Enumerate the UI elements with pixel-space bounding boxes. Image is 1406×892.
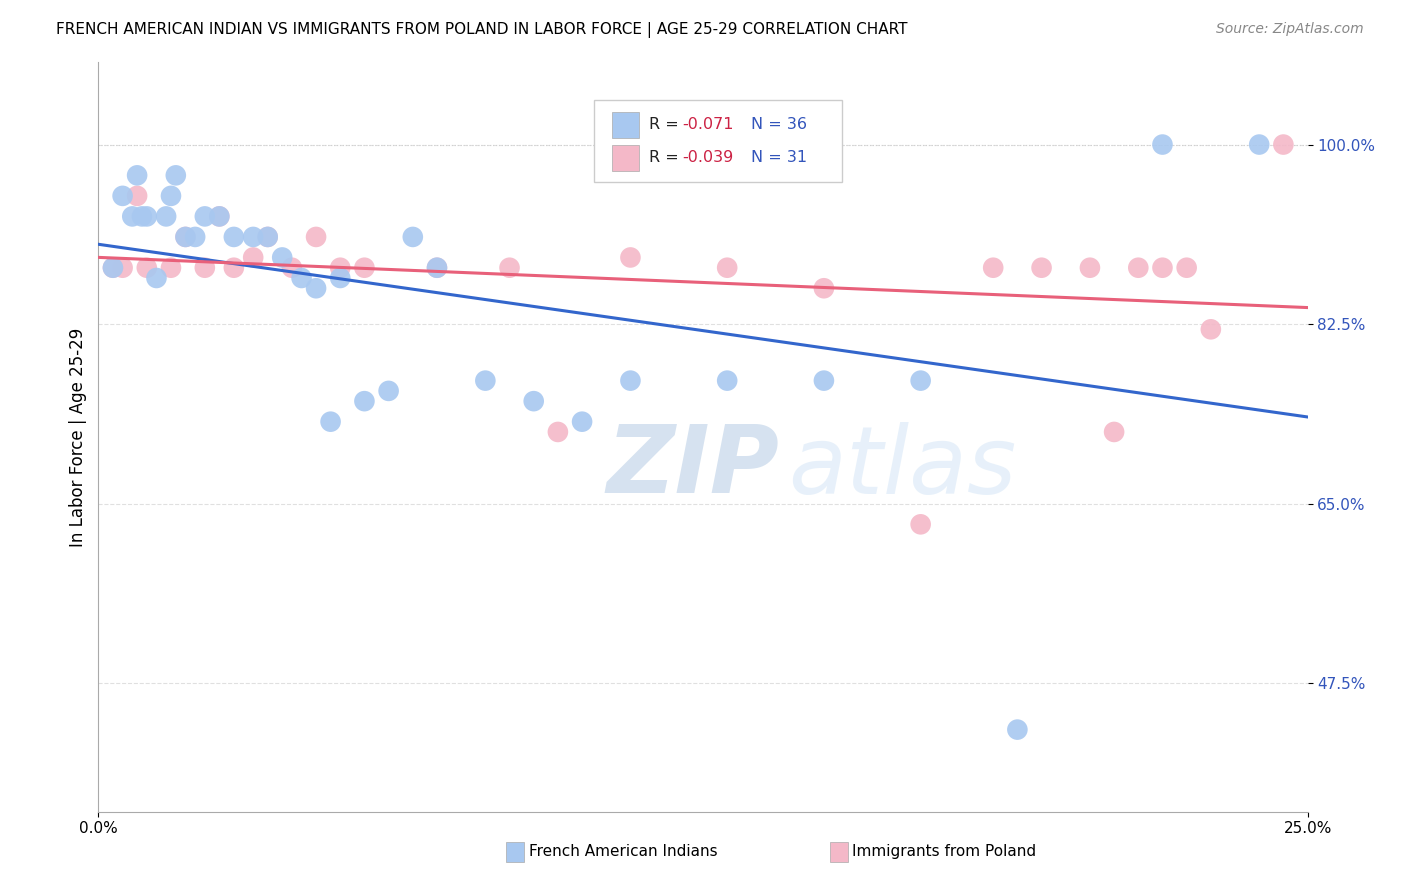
Point: [1199, 322, 1222, 336]
Point: [208, 210, 231, 224]
Point: [1175, 260, 1198, 275]
Point: [101, 260, 124, 275]
Point: [1272, 137, 1295, 152]
Point: [353, 260, 375, 275]
Point: [910, 374, 932, 388]
Text: N = 36: N = 36: [751, 117, 807, 132]
Point: [1128, 260, 1150, 275]
Point: [135, 210, 157, 224]
Point: [523, 394, 546, 409]
Point: [155, 210, 177, 224]
Point: [377, 384, 399, 398]
Point: [1152, 137, 1174, 152]
Point: [242, 251, 264, 265]
Point: [498, 260, 520, 275]
Bar: [613, 145, 638, 171]
Point: [353, 394, 375, 409]
Text: FRENCH AMERICAN INDIAN VS IMMIGRANTS FROM POLAND IN LABOR FORCE | AGE 25-29 CORR: FRENCH AMERICAN INDIAN VS IMMIGRANTS FRO…: [56, 22, 908, 38]
Point: [981, 260, 1004, 275]
Point: [426, 260, 449, 275]
Point: [1102, 425, 1125, 439]
Point: [174, 230, 197, 244]
Text: Source: ZipAtlas.com: Source: ZipAtlas.com: [1216, 22, 1364, 37]
Point: [319, 415, 342, 429]
Point: [174, 230, 197, 244]
Point: [716, 374, 738, 388]
Y-axis label: In Labor Force | Age 25-29: In Labor Force | Age 25-29: [69, 327, 87, 547]
FancyBboxPatch shape: [595, 100, 842, 182]
Text: R =: R =: [648, 117, 683, 132]
Point: [474, 374, 496, 388]
Point: [1007, 723, 1029, 737]
Point: [1249, 137, 1271, 152]
Text: -0.039: -0.039: [682, 150, 734, 165]
Text: atlas: atlas: [787, 422, 1017, 513]
Point: [222, 260, 245, 275]
Point: [256, 230, 278, 244]
Point: [571, 415, 593, 429]
Point: [160, 189, 183, 203]
Point: [290, 271, 312, 285]
Point: [813, 281, 835, 295]
Point: [111, 189, 134, 203]
Point: [547, 425, 569, 439]
Point: [101, 260, 124, 275]
Text: R =: R =: [648, 150, 683, 165]
Point: [716, 260, 738, 275]
Point: [329, 260, 352, 275]
Point: [127, 169, 149, 183]
Text: -0.071: -0.071: [682, 117, 734, 132]
Point: [402, 230, 425, 244]
Point: [127, 189, 149, 203]
Point: [165, 169, 187, 183]
Point: [242, 230, 264, 244]
Point: [1078, 260, 1101, 275]
Point: [194, 260, 217, 275]
Point: [329, 271, 352, 285]
Point: [131, 210, 153, 224]
Text: N = 31: N = 31: [751, 150, 807, 165]
Point: [1152, 260, 1174, 275]
Text: Immigrants from Poland: Immigrants from Poland: [852, 845, 1036, 859]
Point: [281, 260, 304, 275]
Point: [271, 251, 294, 265]
Point: [813, 374, 835, 388]
Point: [145, 271, 167, 285]
Point: [426, 260, 449, 275]
Point: [121, 210, 143, 224]
Point: [184, 230, 207, 244]
Point: [619, 374, 641, 388]
Point: [305, 230, 328, 244]
Text: French American Indians: French American Indians: [529, 845, 717, 859]
Point: [111, 260, 134, 275]
Point: [135, 260, 157, 275]
Point: [910, 517, 932, 532]
Point: [160, 260, 183, 275]
Point: [208, 210, 231, 224]
Point: [194, 210, 217, 224]
Point: [256, 230, 278, 244]
Point: [619, 251, 641, 265]
Point: [222, 230, 245, 244]
Point: [1031, 260, 1053, 275]
Point: [305, 281, 328, 295]
Text: ZIP: ZIP: [606, 421, 779, 513]
Bar: [613, 112, 638, 138]
